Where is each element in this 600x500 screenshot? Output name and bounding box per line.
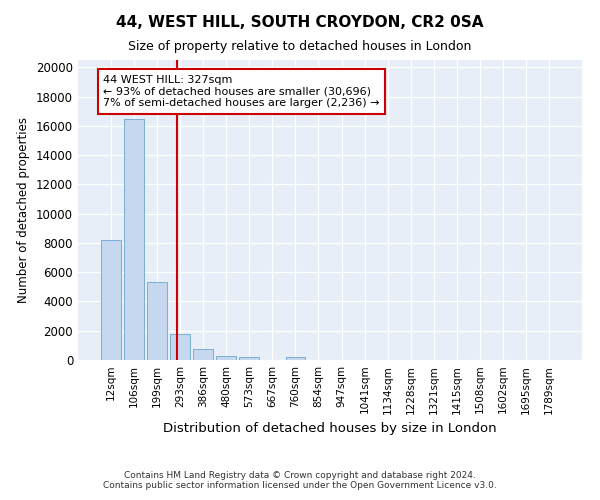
Text: Size of property relative to detached houses in London: Size of property relative to detached ho… <box>128 40 472 53</box>
Text: Contains HM Land Registry data © Crown copyright and database right 2024.
Contai: Contains HM Land Registry data © Crown c… <box>103 470 497 490</box>
Bar <box>124 118 143 360</box>
Bar <box>170 334 190 360</box>
Y-axis label: Number of detached properties: Number of detached properties <box>17 117 31 303</box>
Text: 44, WEST HILL, SOUTH CROYDON, CR2 0SA: 44, WEST HILL, SOUTH CROYDON, CR2 0SA <box>116 15 484 30</box>
Bar <box>193 349 213 360</box>
X-axis label: Distribution of detached houses by size in London: Distribution of detached houses by size … <box>163 422 497 435</box>
Bar <box>286 357 305 360</box>
Text: 44 WEST HILL: 327sqm
← 93% of detached houses are smaller (30,696)
7% of semi-de: 44 WEST HILL: 327sqm ← 93% of detached h… <box>103 75 380 108</box>
Bar <box>101 240 121 360</box>
Bar <box>147 282 167 360</box>
Bar <box>217 356 236 360</box>
Bar <box>239 357 259 360</box>
